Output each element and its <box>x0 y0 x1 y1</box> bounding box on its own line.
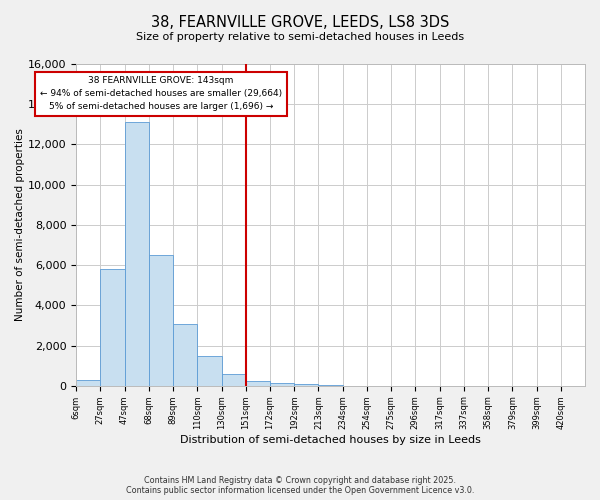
Text: Contains HM Land Registry data © Crown copyright and database right 2025.
Contai: Contains HM Land Registry data © Crown c… <box>126 476 474 495</box>
Bar <box>197 356 221 386</box>
Bar <box>76 380 100 386</box>
Bar <box>270 382 294 386</box>
Bar <box>246 380 270 386</box>
Bar <box>221 374 246 386</box>
X-axis label: Distribution of semi-detached houses by size in Leeds: Distribution of semi-detached houses by … <box>180 435 481 445</box>
Text: 38, FEARNVILLE GROVE, LEEDS, LS8 3DS: 38, FEARNVILLE GROVE, LEEDS, LS8 3DS <box>151 15 449 30</box>
Y-axis label: Number of semi-detached properties: Number of semi-detached properties <box>15 128 25 322</box>
Bar <box>125 122 149 386</box>
Text: 38 FEARNVILLE GROVE: 143sqm
← 94% of semi-detached houses are smaller (29,664)
5: 38 FEARNVILLE GROVE: 143sqm ← 94% of sem… <box>40 76 282 112</box>
Bar <box>294 384 319 386</box>
Bar <box>149 255 173 386</box>
Text: Size of property relative to semi-detached houses in Leeds: Size of property relative to semi-detach… <box>136 32 464 42</box>
Bar <box>173 324 197 386</box>
Bar <box>319 384 343 386</box>
Bar <box>100 269 125 386</box>
